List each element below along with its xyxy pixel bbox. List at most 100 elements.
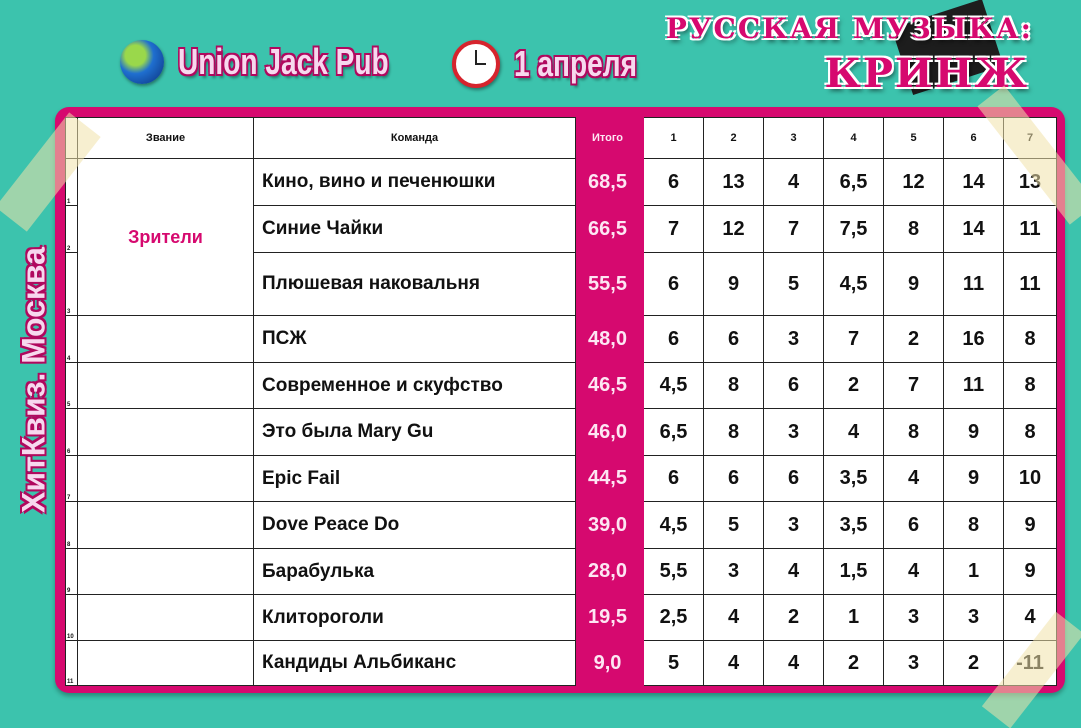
round-score: 14 bbox=[943, 158, 1004, 206]
rank-cell bbox=[77, 408, 254, 456]
total-score: 48,0 bbox=[575, 315, 640, 363]
round-score: 4,5 bbox=[643, 362, 704, 409]
team-name: Кандиды Альбиканс bbox=[253, 640, 576, 686]
round-score: 2 bbox=[763, 594, 824, 641]
team-name: Клитороголи bbox=[253, 594, 576, 641]
round-score: 8 bbox=[1003, 362, 1057, 409]
round-score: 3 bbox=[703, 548, 764, 595]
total-score: 46,0 bbox=[575, 408, 640, 456]
round-score: 6 bbox=[703, 315, 764, 363]
round-score: 4,5 bbox=[643, 501, 704, 549]
round-score: 16 bbox=[943, 315, 1004, 363]
round-score: 7 bbox=[823, 315, 884, 363]
rank-cell bbox=[77, 548, 254, 595]
rank-cell: Зрители bbox=[77, 158, 254, 316]
rank-cell bbox=[77, 315, 254, 363]
round-score: 3 bbox=[763, 315, 824, 363]
row-number: 7 bbox=[65, 455, 78, 502]
date: 1 апреля bbox=[452, 40, 672, 88]
team-name: Dove Peace Do bbox=[253, 501, 576, 549]
round-header-4: 4 bbox=[823, 117, 884, 159]
round-score: 8 bbox=[883, 205, 944, 253]
row-number: 2 bbox=[65, 205, 78, 253]
row-number: 3 bbox=[65, 252, 78, 316]
round-score: 3,5 bbox=[823, 455, 884, 502]
total-score: 39,0 bbox=[575, 501, 640, 549]
total-score: 44,5 bbox=[575, 455, 640, 502]
round-score: 8 bbox=[703, 408, 764, 456]
round-score: 9 bbox=[703, 252, 764, 316]
row-number: 11 bbox=[65, 640, 78, 686]
round-score: 6 bbox=[763, 362, 824, 409]
round-score: 5 bbox=[763, 252, 824, 316]
rank-cell bbox=[77, 640, 254, 686]
round-score: 12 bbox=[883, 158, 944, 206]
round-score: 6 bbox=[883, 501, 944, 549]
total-header: Итого bbox=[575, 117, 640, 159]
round-header-2: 2 bbox=[703, 117, 764, 159]
table-row: 7 Epic Fail 44,5 6 6 6 3,5 4 9 10 bbox=[65, 455, 1057, 502]
round-score: 11 bbox=[943, 362, 1004, 409]
round-score: 2 bbox=[943, 640, 1004, 686]
total-score: 66,5 bbox=[575, 205, 640, 253]
round-score: 7 bbox=[643, 205, 704, 253]
round-score: 7 bbox=[763, 205, 824, 253]
team-name: Современное и скуфство bbox=[253, 362, 576, 409]
round-score: 9 bbox=[883, 252, 944, 316]
round-score: 11 bbox=[1003, 205, 1057, 253]
round-score: 11 bbox=[1003, 252, 1057, 316]
alarm-clock-icon bbox=[452, 40, 500, 88]
table-row: 1 Зрители Кино, вино и печенюшки 68,5 6 13 4 6,… bbox=[65, 158, 1057, 316]
total-score: 55,5 bbox=[575, 252, 640, 316]
total-score: 46,5 bbox=[575, 362, 640, 409]
team-header: Команда bbox=[253, 117, 576, 159]
round-score: 1 bbox=[823, 594, 884, 641]
round-score: 6 bbox=[643, 455, 704, 502]
round-score: 14 bbox=[943, 205, 1004, 253]
row-number: 4 bbox=[65, 315, 78, 363]
round-score: 2,5 bbox=[643, 594, 704, 641]
total-score: 19,5 bbox=[575, 594, 640, 641]
round-score: 8 bbox=[883, 408, 944, 456]
venue: Union Jack Pub bbox=[120, 40, 448, 84]
rank-cell bbox=[77, 455, 254, 502]
table-row: 6 Это была Mary Gu 46,0 6,5 8 3 4 8 9 8 bbox=[65, 408, 1057, 456]
game-title-line1: РУССКАЯ МУЗЫКА: bbox=[665, 12, 1033, 45]
round-score: 4 bbox=[763, 548, 824, 595]
round-header-5: 5 bbox=[883, 117, 944, 159]
table-row: 2 Синие Чайки 66,5 7 12 7 7,5 8 14 11 bbox=[65, 205, 1057, 253]
round-score: 4 bbox=[703, 594, 764, 641]
venue-name: Union Jack Pub bbox=[178, 41, 389, 82]
round-score: 3 bbox=[883, 594, 944, 641]
round-score: 5 bbox=[643, 640, 704, 686]
round-score: 3 bbox=[763, 501, 824, 549]
total-score: 28,0 bbox=[575, 548, 640, 595]
round-score: 10 bbox=[1003, 455, 1057, 502]
table-row: 9 Барабулька 28,0 5,5 3 4 1,5 4 1 9 bbox=[65, 548, 1057, 595]
round-score: 1,5 bbox=[823, 548, 884, 595]
table-row: 10 Клитороголи 19,5 2,5 4 2 1 3 3 4 bbox=[65, 594, 1057, 641]
date-text: 1 апреля bbox=[514, 43, 637, 84]
round-score: 8 bbox=[943, 501, 1004, 549]
round-score: 6 bbox=[643, 158, 704, 206]
row-number: 9 bbox=[65, 548, 78, 595]
round-score: 2 bbox=[823, 362, 884, 409]
round-score: 8 bbox=[1003, 408, 1057, 456]
rank-cell bbox=[77, 501, 254, 549]
round-header-3: 3 bbox=[763, 117, 824, 159]
globe-icon bbox=[120, 40, 164, 84]
round-score: 4 bbox=[823, 408, 884, 456]
round-score: 6,5 bbox=[823, 158, 884, 206]
round-score: 2 bbox=[823, 640, 884, 686]
round-score: 1 bbox=[943, 548, 1004, 595]
round-score: 3,5 bbox=[823, 501, 884, 549]
team-name: Барабулька bbox=[253, 548, 576, 595]
round-score: 9 bbox=[943, 408, 1004, 456]
round-score: 8 bbox=[703, 362, 764, 409]
table-row: 5 Современное и скуфство 46,5 4,5 8 6 2 7 11 8 bbox=[65, 362, 1057, 409]
round-score: 12 bbox=[703, 205, 764, 253]
rank-cell bbox=[77, 362, 254, 409]
round-score: 8 bbox=[1003, 315, 1057, 363]
row-number: 5 bbox=[65, 362, 78, 409]
round-score: 3 bbox=[883, 640, 944, 686]
